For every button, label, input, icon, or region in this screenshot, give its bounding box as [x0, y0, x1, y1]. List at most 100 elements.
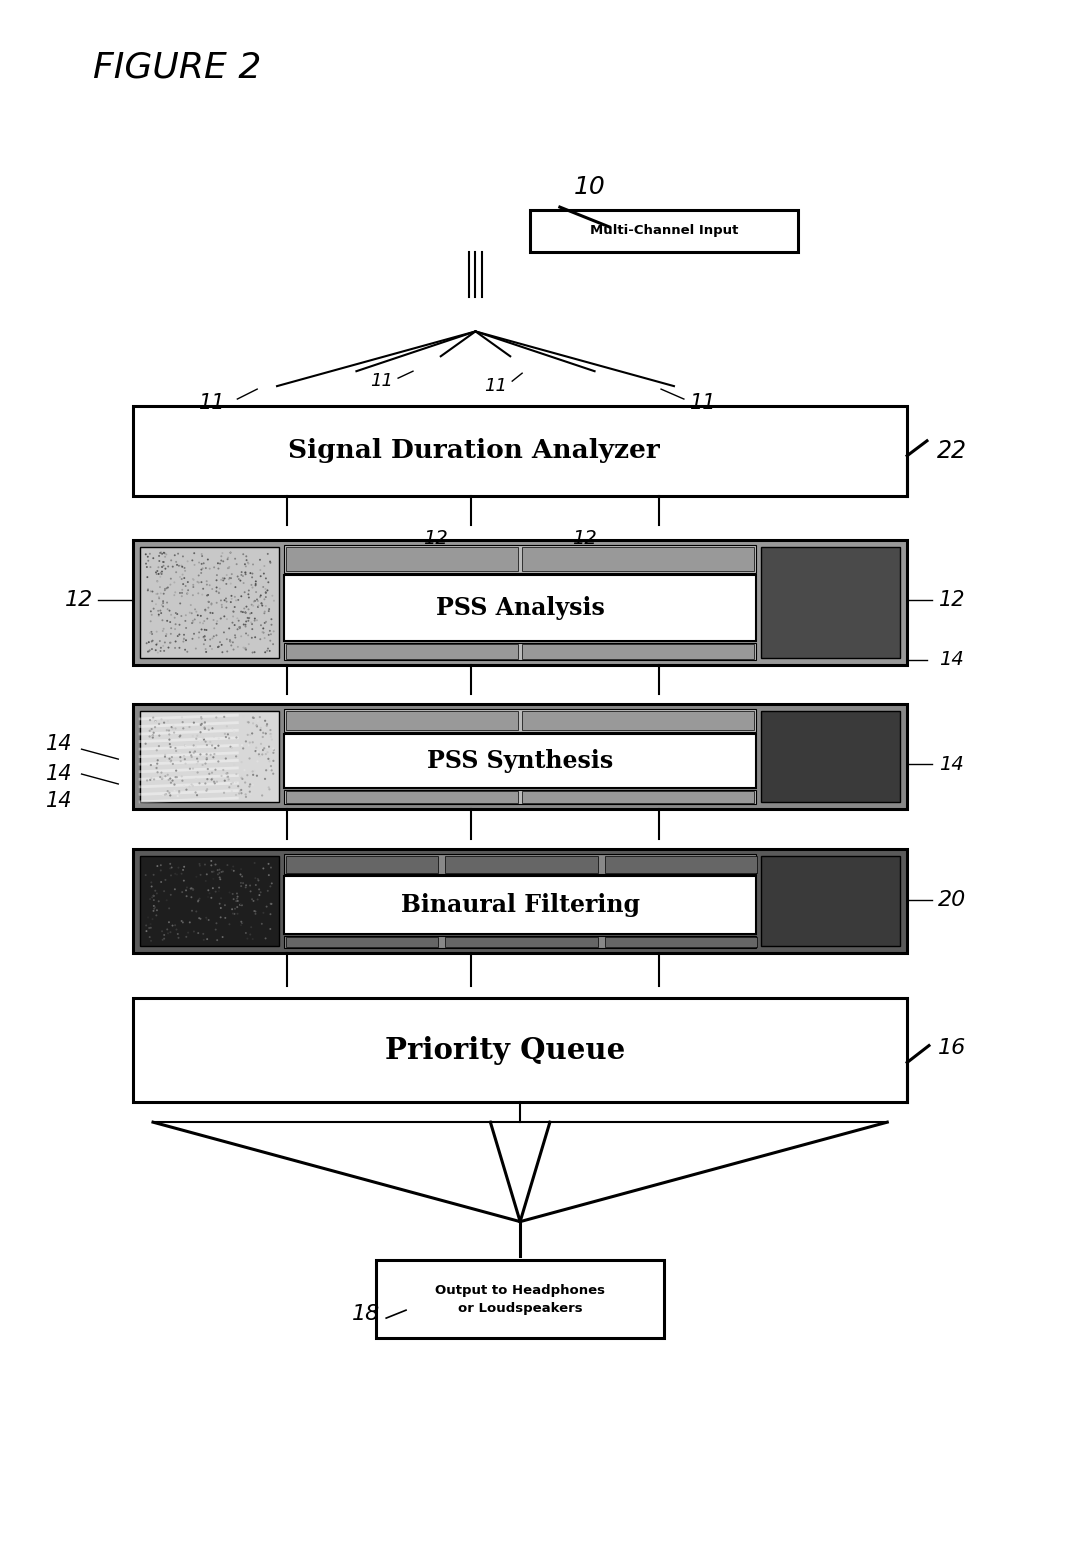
- Point: [198, 606, 216, 631]
- Point: [189, 751, 206, 776]
- Point: [196, 709, 213, 734]
- Point: [188, 599, 205, 624]
- Point: [226, 575, 244, 600]
- Point: [233, 781, 250, 806]
- Point: [178, 628, 195, 653]
- Point: [154, 549, 171, 574]
- Point: [220, 555, 237, 580]
- Point: [198, 862, 216, 887]
- Point: [210, 875, 227, 900]
- Point: [177, 608, 194, 633]
- Point: [189, 603, 206, 628]
- Point: [193, 541, 210, 566]
- Point: [217, 906, 234, 931]
- Point: [198, 583, 216, 608]
- Point: [237, 873, 254, 898]
- Point: [226, 585, 244, 610]
- Point: [211, 630, 229, 655]
- Point: [171, 580, 189, 605]
- Bar: [284, 575, 757, 641]
- Point: [155, 553, 172, 578]
- Point: [259, 734, 276, 759]
- Point: [149, 569, 166, 594]
- Point: [172, 748, 190, 773]
- Point: [235, 571, 252, 596]
- Point: [139, 639, 156, 664]
- Point: [152, 639, 169, 664]
- Point: [166, 617, 183, 642]
- Point: [166, 876, 183, 901]
- Point: [237, 620, 254, 645]
- Point: [190, 625, 207, 650]
- Point: [211, 577, 229, 602]
- Point: [223, 561, 240, 586]
- Point: [227, 889, 245, 914]
- Point: [206, 853, 223, 878]
- Text: 16: 16: [938, 1038, 966, 1057]
- Point: [234, 733, 251, 758]
- Point: [225, 753, 243, 778]
- Point: [182, 592, 199, 617]
- Bar: [284, 734, 757, 789]
- Point: [169, 921, 186, 946]
- Point: [147, 709, 164, 734]
- Point: [251, 627, 268, 652]
- Point: [199, 547, 217, 572]
- Point: [144, 898, 162, 923]
- Point: [177, 638, 194, 663]
- Point: [229, 886, 246, 910]
- Bar: [286, 856, 439, 873]
- Point: [236, 770, 253, 795]
- Point: [146, 893, 163, 918]
- Point: [194, 611, 211, 636]
- Point: [170, 780, 188, 804]
- Point: [179, 639, 196, 664]
- Point: [253, 591, 271, 616]
- Point: [147, 895, 164, 920]
- Point: [230, 588, 247, 613]
- Text: 12: 12: [424, 529, 448, 547]
- Point: [261, 776, 278, 801]
- Point: [212, 606, 230, 631]
- Point: [219, 761, 236, 786]
- Point: [244, 730, 261, 755]
- Bar: [284, 546, 757, 572]
- Point: [209, 550, 226, 575]
- Point: [244, 759, 261, 784]
- Point: [236, 580, 253, 605]
- Point: [199, 756, 217, 781]
- Point: [239, 608, 257, 633]
- Point: [204, 600, 221, 625]
- Point: [185, 552, 203, 577]
- Point: [225, 599, 243, 624]
- Point: [192, 862, 209, 887]
- Point: [234, 563, 251, 588]
- Point: [158, 575, 176, 600]
- Point: [164, 914, 181, 939]
- Point: [215, 758, 232, 783]
- Text: 12: 12: [939, 589, 965, 610]
- Point: [239, 709, 257, 734]
- Point: [194, 753, 211, 778]
- Point: [180, 920, 197, 945]
- Point: [151, 711, 168, 736]
- Point: [240, 597, 258, 622]
- Point: [153, 555, 170, 580]
- Point: [156, 544, 174, 569]
- Point: [176, 622, 193, 647]
- Point: [148, 619, 165, 644]
- Point: [252, 717, 270, 742]
- Point: [262, 550, 279, 575]
- Point: [227, 783, 245, 808]
- Point: [161, 726, 178, 751]
- Point: [219, 722, 236, 747]
- Point: [220, 546, 237, 571]
- Point: [174, 705, 191, 730]
- Point: [153, 918, 170, 943]
- Point: [149, 558, 166, 583]
- Point: [226, 622, 244, 647]
- Point: [148, 592, 165, 617]
- Point: [196, 624, 213, 649]
- Point: [218, 596, 235, 620]
- Point: [184, 566, 202, 591]
